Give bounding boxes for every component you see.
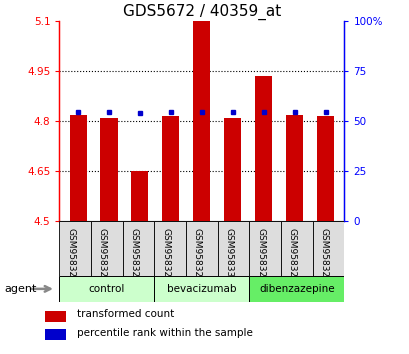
Bar	[186, 221, 217, 276]
Text: GSM958328: GSM958328	[161, 228, 170, 283]
Bar	[224, 118, 241, 221]
Text: GSM958325: GSM958325	[256, 228, 265, 283]
Bar	[100, 118, 117, 221]
Bar	[131, 171, 148, 221]
Bar	[162, 116, 179, 221]
Bar	[285, 115, 303, 221]
Bar	[255, 76, 272, 221]
Text: GSM958322: GSM958322	[66, 228, 75, 282]
Text: GSM958326: GSM958326	[287, 228, 296, 283]
Bar	[91, 221, 122, 276]
Text: GSM958327: GSM958327	[319, 228, 328, 283]
Bar	[154, 276, 249, 302]
Text: GSM958329: GSM958329	[193, 228, 201, 283]
Text: dibenzazepine: dibenzazepine	[258, 284, 334, 294]
Bar	[59, 276, 154, 302]
Bar	[317, 116, 333, 221]
Bar	[122, 221, 154, 276]
Text: GSM958323: GSM958323	[98, 228, 107, 283]
Text: percentile rank within the sample: percentile rank within the sample	[77, 327, 252, 338]
Bar	[249, 221, 281, 276]
Bar	[312, 221, 344, 276]
Bar	[59, 221, 91, 276]
Title: GDS5672 / 40359_at: GDS5672 / 40359_at	[123, 4, 280, 20]
Text: GSM958324: GSM958324	[129, 228, 138, 282]
Text: control: control	[88, 284, 125, 294]
Bar	[281, 221, 312, 276]
Bar	[45, 329, 66, 341]
Bar	[249, 276, 344, 302]
Text: transformed count: transformed count	[77, 309, 174, 319]
Text: GSM958330: GSM958330	[224, 228, 233, 283]
Bar	[154, 221, 186, 276]
Bar	[70, 115, 86, 221]
Text: agent: agent	[4, 284, 36, 294]
Bar	[45, 311, 66, 322]
Text: bevacizumab: bevacizumab	[167, 284, 236, 294]
Bar	[193, 21, 210, 221]
Bar	[217, 221, 249, 276]
